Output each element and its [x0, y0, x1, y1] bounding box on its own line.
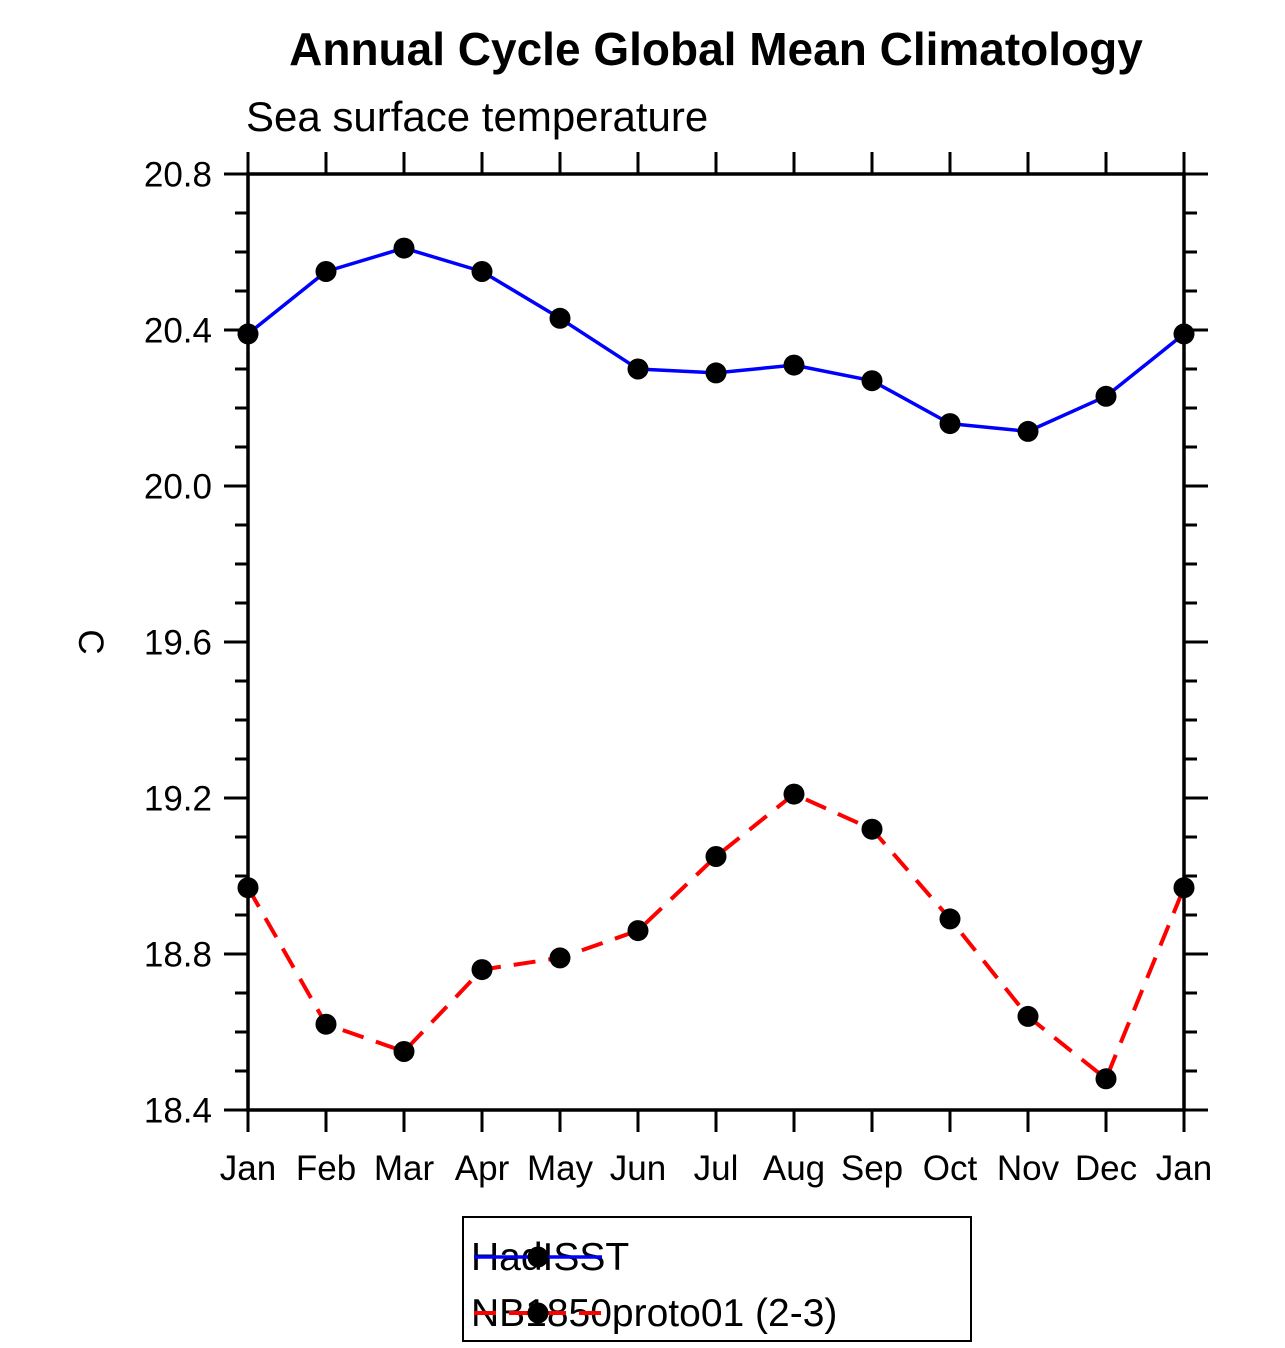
data-point-marker-hadisst: [237, 323, 259, 345]
y-axis-tick-label: 20.4: [144, 312, 212, 351]
x-axis-label: Apr: [455, 1149, 510, 1188]
data-point-marker-hadisst: [315, 261, 337, 282]
data-point-marker-hadisst: [783, 354, 805, 376]
data-point-marker-nb1850proto01-2-3: [471, 959, 493, 981]
legend-marker-icon: [527, 1302, 549, 1324]
data-point-marker-nb1850proto01-2-3: [1095, 1068, 1117, 1090]
series-line-nb1850proto01-2-3: [246, 792, 1186, 1081]
x-axis-label: Mar: [374, 1149, 435, 1188]
x-axis-label: Jan: [220, 1149, 276, 1188]
x-axis-label: Jun: [610, 1149, 666, 1188]
data-point-marker-hadisst: [861, 370, 883, 392]
x-axis-label: Nov: [997, 1149, 1060, 1188]
data-point-marker-hadisst: [627, 358, 649, 380]
data-point-marker-hadisst: [471, 261, 493, 282]
legend-line-sample-dashed: [474, 1302, 602, 1324]
y-axis-tick-label: 20.8: [144, 156, 212, 195]
y-axis-tick-label: 18.4: [144, 1092, 212, 1131]
data-point-marker-nb1850proto01-2-3: [705, 846, 727, 867]
y-axis-tick-label: 19.2: [144, 780, 212, 819]
data-point-marker-nb1850proto01-2-3: [393, 1041, 415, 1062]
data-point-marker-nb1850proto01-2-3: [939, 908, 961, 930]
x-axis-label: Aug: [763, 1149, 825, 1188]
data-point-marker-nb1850proto01-2-3: [549, 947, 571, 969]
data-point-marker-hadisst: [705, 362, 727, 384]
x-axis-label: Sep: [841, 1149, 903, 1188]
data-point-marker-hadisst: [939, 413, 961, 435]
data-point-marker-nb1850proto01-2-3: [1017, 1005, 1039, 1027]
x-axis-label: Oct: [923, 1149, 978, 1188]
legend: HadISST NB1850proto01 (2-3): [462, 1216, 972, 1342]
x-axis-label: Jul: [694, 1149, 739, 1188]
data-point-marker-nb1850proto01-2-3: [315, 1013, 337, 1035]
data-point-marker-nb1850proto01-2-3: [861, 818, 883, 840]
data-point-marker-hadisst: [1017, 420, 1039, 442]
y-axis-tick-label: 18.8: [144, 936, 212, 975]
plot-border: [246, 172, 1186, 1112]
series-line-hadisst: [246, 246, 1186, 434]
x-axis-label: Jan: [1156, 1149, 1212, 1188]
chart-title: Annual Cycle Global Mean Climatology: [289, 23, 1143, 75]
x-axis-label: May: [527, 1149, 594, 1188]
data-point-marker-hadisst: [549, 307, 571, 329]
legend-line-sample-solid: [474, 1246, 602, 1268]
legend-marker-icon: [527, 1246, 549, 1268]
y-axis-tick-label: 19.6: [144, 624, 212, 663]
data-point-marker-nb1850proto01-2-3: [237, 877, 259, 899]
data-point-marker-hadisst: [1173, 323, 1195, 345]
data-point-marker-nb1850proto01-2-3: [627, 920, 649, 942]
legend-entry-hadisst: HadISST: [468, 1238, 629, 1277]
legend-entry-nb1850proto01: NB1850proto01 (2-3): [468, 1294, 837, 1333]
x-axis-label: Feb: [296, 1149, 356, 1188]
chart-subtitle: Sea surface temperature: [246, 93, 709, 140]
data-point-marker-hadisst: [1095, 385, 1117, 407]
data-point-marker-hadisst: [393, 237, 415, 259]
data-point-marker-nb1850proto01-2-3: [783, 783, 805, 805]
y-axis-tick-label: 20.0: [144, 468, 212, 507]
data-point-marker-nb1850proto01-2-3: [1173, 877, 1195, 899]
x-axis-label: Dec: [1075, 1149, 1137, 1188]
